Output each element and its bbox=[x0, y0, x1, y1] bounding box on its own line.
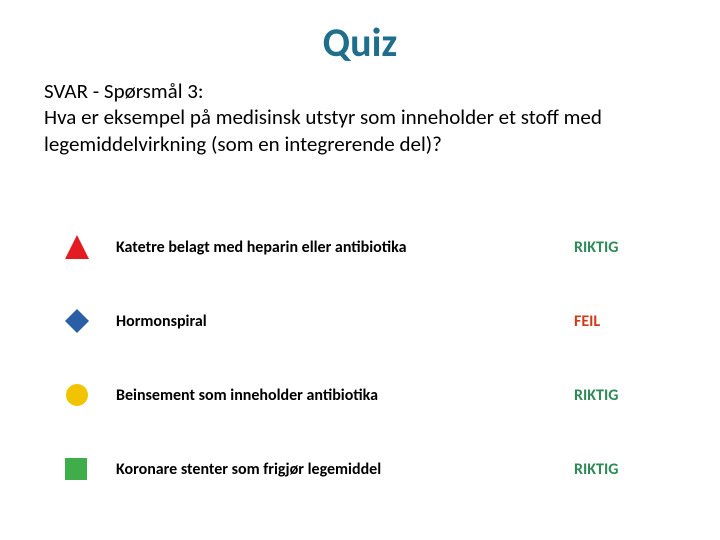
question-lead: SVAR - Spørsmål 3: bbox=[44, 78, 676, 104]
quiz-slide: Quiz SVAR - Spørsmål 3: Hva er eksempel … bbox=[0, 0, 720, 540]
answer-text: Beinsement som inneholder antibiotika bbox=[116, 386, 574, 405]
verdict-label: FEIL bbox=[574, 312, 664, 331]
verdict-label: RIKTIG bbox=[574, 386, 664, 405]
answers-list: Katetre belagt med heparin eller antibio… bbox=[64, 210, 664, 506]
page-title: Quiz bbox=[0, 18, 720, 67]
answer-row: Koronare stenter som frigjør legemiddel … bbox=[64, 432, 664, 506]
question-body: Hva er eksempel på medisinsk utstyr som … bbox=[44, 104, 676, 157]
circle-icon bbox=[64, 382, 116, 408]
question-block: SVAR - Spørsmål 3: Hva er eksempel på me… bbox=[44, 78, 676, 157]
triangle-icon bbox=[64, 234, 116, 260]
answer-row: Hormonspiral FEIL bbox=[64, 284, 664, 358]
answer-text: Katetre belagt med heparin eller antibio… bbox=[116, 238, 574, 257]
verdict-label: RIKTIG bbox=[574, 238, 664, 257]
diamond-icon bbox=[64, 308, 116, 334]
answer-row: Beinsement som inneholder antibiotika RI… bbox=[64, 358, 664, 432]
answer-row: Katetre belagt med heparin eller antibio… bbox=[64, 210, 664, 284]
answer-text: Hormonspiral bbox=[116, 312, 574, 331]
square-icon bbox=[64, 457, 116, 481]
answer-text: Koronare stenter som frigjør legemiddel bbox=[116, 460, 574, 479]
verdict-label: RIKTIG bbox=[574, 460, 664, 479]
